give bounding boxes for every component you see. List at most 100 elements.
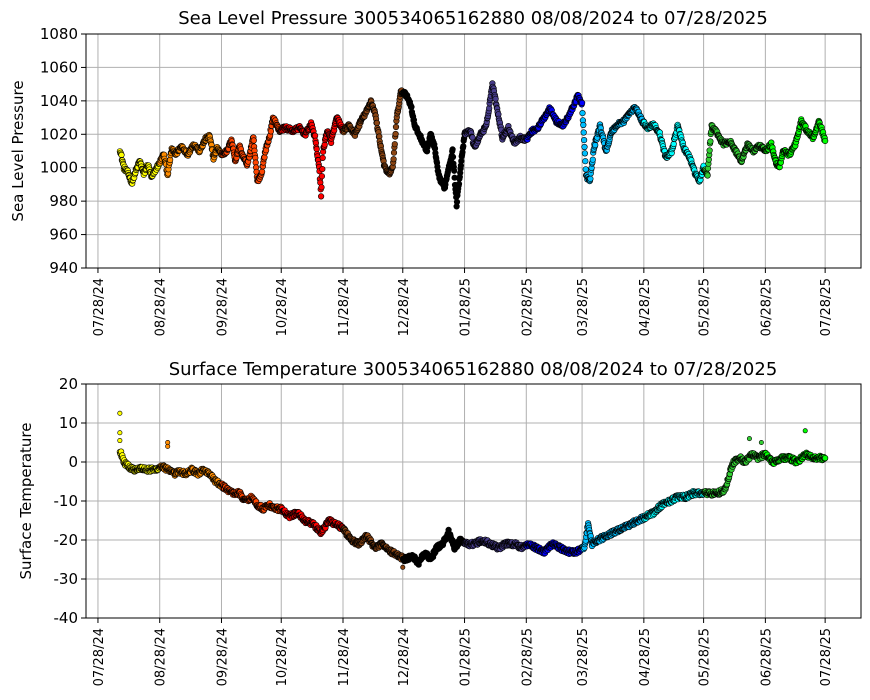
outlier-point — [165, 443, 171, 449]
data-point — [392, 130, 399, 138]
temperature-series — [116, 410, 829, 570]
data-point — [318, 173, 326, 180]
data-point — [390, 156, 397, 163]
data-point — [392, 123, 400, 131]
x-tick-label: 11/28/24 — [337, 278, 352, 336]
data-point — [580, 137, 588, 144]
outlier-point — [758, 439, 764, 445]
outlier-point — [117, 410, 123, 416]
x-tick-label: 07/28/25 — [819, 278, 834, 336]
data-point — [391, 141, 398, 148]
x-tick-label: 03/28/25 — [576, 278, 591, 336]
x-tick-label: 04/28/25 — [638, 278, 653, 336]
data-point — [460, 143, 467, 150]
x-tick-label: 11/28/24 — [337, 628, 352, 686]
data-point — [318, 193, 325, 200]
data-point — [592, 142, 599, 149]
temperature-y-ticks: -40 -30 -20 -10 0 10 20 — [54, 375, 86, 627]
data-point — [582, 166, 589, 173]
x-tick-label: 02/28/25 — [520, 278, 535, 336]
y-tick-label: -20 — [54, 531, 79, 549]
x-tick-label: 08/28/24 — [154, 628, 169, 686]
temperature-grid — [86, 383, 861, 619]
data-point — [822, 137, 829, 145]
data-point — [261, 154, 268, 161]
data-point — [318, 184, 325, 191]
x-tick-label: 06/28/25 — [759, 628, 774, 686]
data-point — [707, 138, 714, 145]
x-tick-label: 01/28/25 — [459, 278, 474, 336]
outlier-point — [802, 428, 808, 434]
data-point — [373, 119, 381, 127]
y-tick-label: 960 — [49, 226, 78, 244]
y-tick-label: 20 — [59, 375, 78, 393]
data-point — [312, 132, 319, 139]
data-point — [706, 147, 713, 154]
x-tick-label: 07/28/24 — [92, 278, 107, 336]
data-point — [578, 99, 586, 107]
x-tick-label: 09/28/24 — [215, 628, 230, 686]
y-tick-label: 1080 — [40, 25, 78, 43]
x-tick-label: 07/28/25 — [819, 628, 834, 686]
temperature-panel: Surface Temperature 300534065162880 08/0… — [17, 359, 862, 686]
temperature-y-axis-label: Surface Temperature — [17, 423, 35, 580]
pressure-y-axis-label: Sea Level Pressure — [9, 80, 27, 221]
x-tick-label: 10/28/24 — [275, 278, 290, 336]
data-point — [704, 172, 711, 179]
y-tick-label: 0 — [68, 453, 78, 471]
data-point — [587, 175, 594, 182]
y-tick-label: -40 — [54, 609, 79, 627]
temperature-chart-title: Surface Temperature 300534065162880 08/0… — [169, 359, 778, 380]
x-tick-label: 10/28/24 — [275, 628, 290, 686]
x-tick-label: 05/28/25 — [698, 278, 713, 336]
y-tick-label: 980 — [49, 192, 78, 210]
data-point — [581, 143, 588, 151]
pressure-panel: Sea Level Pressure 300534065162880 08/08… — [9, 8, 862, 336]
data-point — [118, 151, 125, 159]
data-point — [581, 150, 589, 157]
data-point — [455, 180, 463, 188]
pressure-plot-frame — [85, 33, 862, 269]
outlier-point — [400, 564, 406, 570]
y-tick-label: -10 — [54, 492, 79, 510]
data-point — [250, 137, 257, 144]
y-tick-label: 940 — [49, 259, 78, 277]
data-point — [449, 153, 457, 161]
outlier-point — [117, 438, 123, 444]
data-point — [449, 146, 456, 153]
data-point — [582, 158, 589, 165]
data-point — [259, 168, 266, 175]
outlier-point — [746, 436, 752, 442]
x-tick-label: 08/28/24 — [154, 278, 169, 336]
y-tick-label: -30 — [54, 570, 79, 588]
x-tick-label: 09/28/24 — [215, 278, 230, 336]
temperature-x-ticks: 07/28/24 08/28/24 09/28/24 10/28/24 11/28/24… — [92, 618, 834, 686]
data-point — [451, 167, 458, 174]
data-point — [319, 154, 326, 161]
data-point — [822, 455, 829, 462]
data-point — [453, 198, 461, 206]
x-tick-label: 12/28/24 — [397, 628, 412, 686]
y-tick-label: 1000 — [40, 159, 78, 177]
x-tick-label: 02/28/25 — [520, 628, 535, 686]
data-point — [579, 109, 586, 117]
x-tick-label: 12/28/24 — [397, 278, 412, 336]
y-tick-label: 1020 — [40, 125, 78, 143]
pressure-series — [116, 80, 829, 210]
data-point — [580, 121, 587, 129]
data-point — [267, 128, 275, 135]
pressure-chart-title: Sea Level Pressure 300534065162880 08/08… — [178, 8, 768, 29]
x-tick-label: 07/28/24 — [92, 628, 107, 686]
y-tick-label: 10 — [59, 414, 78, 432]
x-tick-label: 06/28/25 — [759, 278, 774, 336]
y-tick-label: 1040 — [40, 92, 78, 110]
data-point — [319, 166, 326, 173]
pressure-x-ticks: 07/28/24 08/28/24 09/28/24 10/28/24 11/28/24… — [92, 268, 834, 336]
data-point — [390, 149, 398, 156]
x-tick-label: 01/28/25 — [459, 628, 474, 686]
x-tick-label: 05/28/25 — [698, 628, 713, 686]
outlier-point — [117, 430, 123, 436]
y-tick-label: 1060 — [40, 58, 78, 76]
x-tick-label: 03/28/25 — [576, 628, 591, 686]
